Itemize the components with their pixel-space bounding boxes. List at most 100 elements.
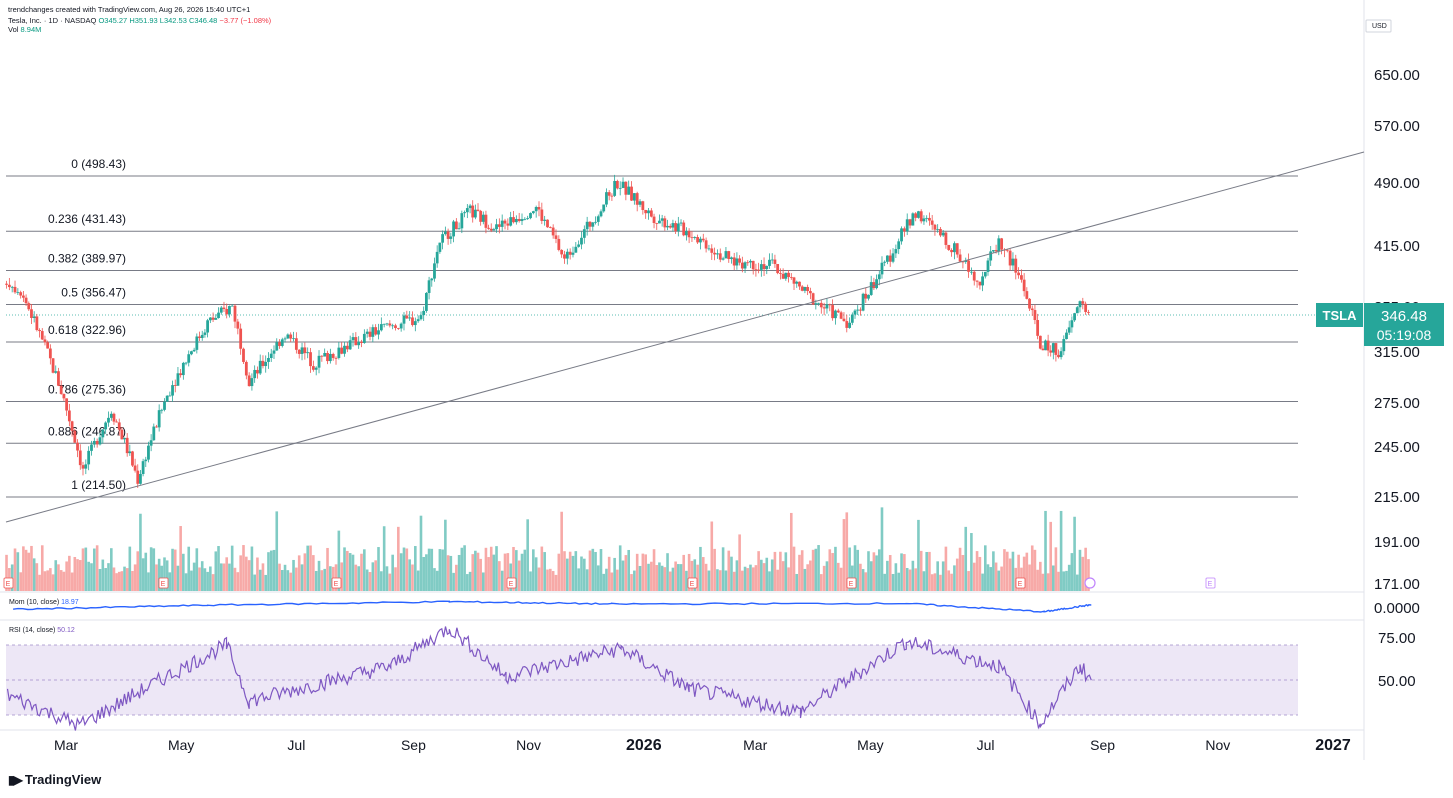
volume-bar	[941, 561, 945, 591]
candle-body	[471, 205, 475, 218]
candle-body	[203, 332, 207, 335]
candle-body	[1046, 340, 1050, 351]
candle-body	[297, 349, 301, 354]
time-tick-label: May	[857, 737, 883, 753]
candle-body	[933, 224, 937, 230]
tradingview-logo[interactable]: ▮▶ TradingView	[8, 772, 101, 787]
volume-bar	[314, 570, 318, 591]
logo-text: TradingView	[24, 772, 102, 787]
candle-body	[27, 303, 31, 310]
volume-bar	[814, 548, 818, 591]
trendline[interactable]	[5, 151, 1365, 523]
candle-body	[90, 444, 93, 451]
candle-body	[1075, 307, 1079, 314]
candle-body	[759, 264, 763, 270]
candle-body	[476, 209, 480, 211]
candle-body	[875, 279, 878, 289]
candle-body	[1087, 311, 1090, 313]
volume-bar	[419, 515, 423, 591]
volume-bar	[1054, 547, 1058, 591]
candle-body	[87, 450, 91, 465]
volume-bar	[696, 564, 699, 591]
volume-bar	[690, 560, 694, 591]
candle-body	[713, 252, 717, 255]
candle-body	[727, 251, 731, 260]
tradingview-logo-icon: ▮▶	[8, 772, 23, 787]
candle-body	[136, 470, 140, 484]
volume-bar	[264, 574, 268, 591]
candle-body	[198, 336, 201, 338]
volume-bar	[859, 563, 862, 591]
candle-body	[710, 248, 714, 253]
volume-bar	[607, 556, 611, 591]
candle-body	[57, 371, 60, 386]
volume-bar	[250, 546, 254, 591]
volume-bar	[165, 560, 169, 591]
volume-bar	[1046, 573, 1050, 591]
candle-body	[961, 261, 965, 263]
volume-bar	[1033, 549, 1037, 591]
candle-body	[115, 421, 119, 423]
candle-body	[187, 354, 191, 363]
volume-bar	[650, 561, 653, 591]
candle-body	[206, 320, 210, 333]
candle-body	[10, 286, 14, 288]
volume-bar	[360, 553, 363, 591]
earnings-marker-letter: E	[6, 581, 11, 588]
candle-body	[627, 186, 631, 195]
candle-body	[300, 347, 304, 354]
currency-box[interactable]	[1365, 19, 1392, 33]
candle-body	[618, 187, 622, 189]
volume-bar	[1030, 545, 1034, 591]
volume-bar	[192, 562, 196, 591]
candle-body	[468, 205, 472, 209]
earnings-marker	[506, 577, 517, 589]
volume-bar	[621, 560, 625, 591]
candle-body	[78, 450, 82, 466]
volume-bar	[647, 563, 650, 591]
candle-body	[294, 338, 298, 350]
price-axis[interactable]: 650.00570.00490.00415.00355.00315.00275.…	[1374, 67, 1420, 690]
fibonacci-retracement[interactable]: 0 (498.43) 0.236 (431.43) 0.382 (389.97) 0.…	[6, 157, 1298, 498]
volume-bar	[346, 550, 349, 591]
chart-attribution: trendchanges created with TradingView.co…	[8, 5, 250, 14]
candle-body	[303, 347, 307, 354]
candle-body	[289, 334, 293, 339]
candle-body	[117, 422, 121, 430]
candle-body	[1044, 340, 1047, 351]
candle-body	[348, 340, 352, 350]
volume-bar	[908, 569, 912, 591]
volume-label: Vol	[8, 25, 19, 34]
volume-bar	[554, 574, 558, 591]
volume-bar	[95, 545, 99, 591]
candles	[5, 174, 1090, 488]
candle-body	[1054, 343, 1058, 355]
price-tick-label: 570.00	[1374, 118, 1420, 135]
candle-body	[983, 271, 987, 277]
volume-bar	[605, 568, 608, 591]
candle-body	[337, 347, 341, 358]
volume-bar	[1008, 558, 1012, 591]
volume-bar	[947, 570, 951, 591]
candle-body	[35, 316, 39, 331]
currency-label: USD	[1372, 23, 1387, 30]
time-axis[interactable]: Mar May Jul Sep Nov 2026 Mar May Jul Sep Nov 2027	[54, 737, 1351, 754]
candle-body	[520, 219, 524, 222]
candle-body	[354, 337, 358, 346]
candle-body	[30, 309, 33, 318]
volume-bar	[936, 561, 939, 591]
volume-bar	[704, 563, 708, 591]
candle-body	[842, 318, 846, 322]
price-tick-label: 315.00	[1374, 344, 1420, 361]
price-tick-label: 191.00	[1374, 534, 1420, 551]
rsi-line	[6, 626, 1092, 731]
volume-bar	[978, 556, 982, 591]
volume-bar	[685, 570, 688, 591]
candle-body	[773, 259, 777, 264]
candle-body	[457, 228, 461, 230]
candle-body	[615, 180, 619, 189]
candle-body	[658, 220, 661, 224]
candle-body	[109, 413, 113, 418]
